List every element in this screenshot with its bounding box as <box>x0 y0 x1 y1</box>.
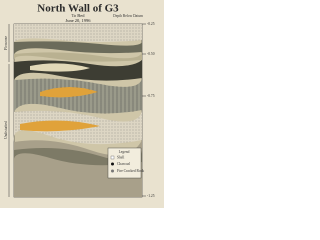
depth-scale: -0.25 -0.50 -0.75 -1.25 <box>142 22 155 198</box>
diagram: North Wall of G3 To Bed June 20, 1996 De… <box>0 0 164 208</box>
axis-label: Depth Below Datum <box>113 14 143 18</box>
depth-label: -0.50 <box>147 52 155 56</box>
zones: Plowzone Undisturbed <box>4 24 10 197</box>
zone-label: Undisturbed <box>4 121 8 139</box>
legend: Legend Shell Charcoal Fire Cracked Rock <box>107 147 144 179</box>
depth-label: -0.75 <box>147 94 155 98</box>
legend-item: Fire Cracked Rock <box>117 169 144 173</box>
depth-label: -0.25 <box>147 22 155 26</box>
profile <box>13 23 143 198</box>
subtitle: To Bed <box>71 13 85 18</box>
legend-title: Legend <box>119 150 130 154</box>
legend-item: Charcoal <box>117 162 130 166</box>
date: June 20, 1996 <box>65 18 91 24</box>
legend-item: Shell <box>117 155 124 159</box>
zone-label: Plowzone <box>4 36 8 51</box>
depth-label: -1.25 <box>147 194 155 198</box>
title: North Wall of G3 <box>37 3 119 15</box>
